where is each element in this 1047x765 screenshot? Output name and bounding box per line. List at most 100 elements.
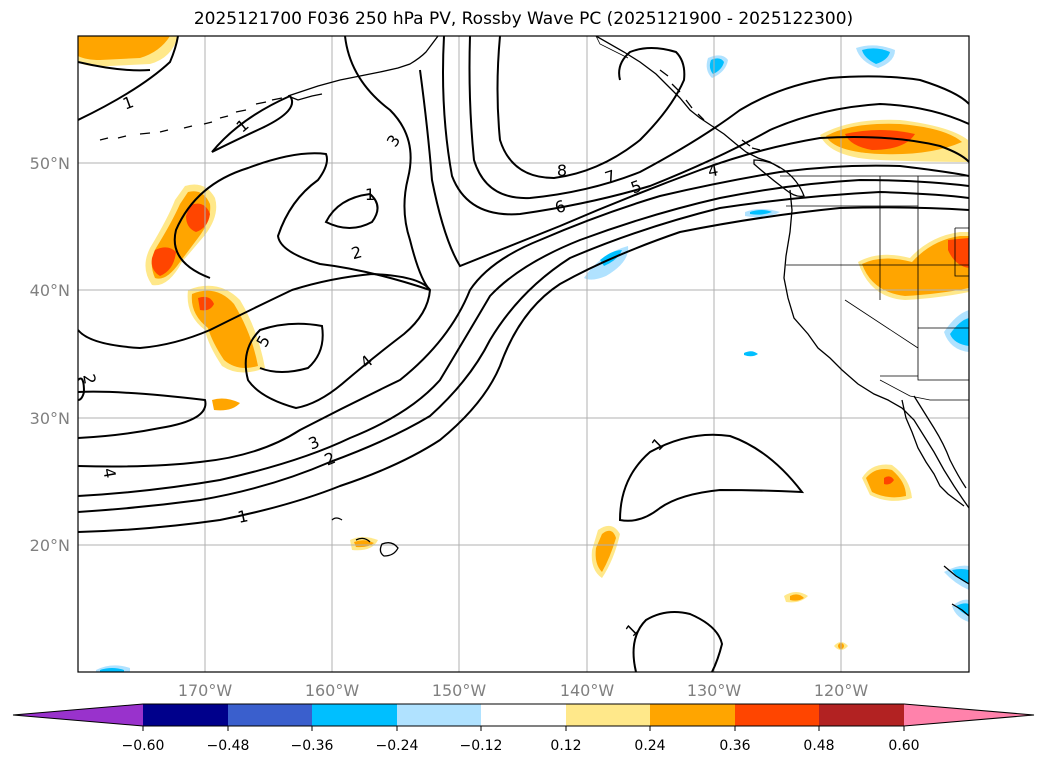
contour-small-1	[324, 192, 379, 229]
anomaly-pnw-core	[845, 130, 915, 150]
anomaly-neg-bc-core	[709, 58, 724, 74]
contour-jet-8	[496, 36, 686, 180]
contour-trough-2	[78, 272, 432, 410]
colorbar-swatch	[481, 704, 566, 726]
coastlines	[99, 36, 969, 617]
anomaly-neg-mexico-core	[952, 569, 969, 584]
graticule	[78, 36, 969, 672]
contour-label: 4	[706, 160, 719, 180]
contour-label: 2	[349, 242, 364, 263]
lat-label: 50°N	[30, 154, 70, 173]
anomaly-small-south	[212, 398, 240, 411]
contour-alaska-3	[173, 36, 431, 291]
colorbar-swatch	[819, 704, 904, 726]
state-borders	[786, 176, 969, 381]
contour-jet-7	[468, 36, 969, 200]
colorbar-ticks	[142, 726, 905, 731]
lon-label: 150°W	[432, 681, 487, 700]
contour-jet-2	[78, 190, 969, 513]
contour-aleutian-1	[211, 94, 293, 153]
baja-peninsula	[901, 399, 965, 507]
contour-west-edge	[78, 377, 86, 401]
alaska-peninsula	[287, 93, 323, 101]
anomaly-small-east-core	[790, 594, 804, 601]
colorbar-tick-label: 0.60	[888, 738, 919, 754]
colorbar-tick-label: 0.12	[550, 738, 581, 754]
hawaii-islands	[331, 517, 399, 557]
colorbar-tick-label: 0.36	[719, 738, 750, 754]
contour-jet-5	[419, 69, 969, 268]
contour-label: 1	[236, 506, 250, 527]
mexico-pacific-coast	[943, 565, 969, 617]
lon-label: 120°W	[814, 681, 869, 700]
pv-contours	[78, 36, 969, 672]
lon-label: 160°W	[305, 681, 360, 700]
vancouver-island	[753, 159, 805, 198]
colorbar-swatch	[904, 704, 1034, 726]
colorbar-swatch	[13, 704, 143, 726]
political-borders	[595, 36, 969, 401]
alaska-canada-border	[595, 36, 629, 59]
anomaly-great-basin-mid	[862, 236, 969, 296]
anomaly-neg-small	[744, 351, 758, 357]
lon-label: 130°W	[687, 681, 742, 700]
us-west-coast	[783, 189, 969, 509]
colorbar-tick-label: −0.60	[122, 738, 165, 754]
aleutian-islands	[99, 97, 283, 141]
anomaly-mid-pacific-core	[595, 530, 616, 572]
contour-label: 1	[365, 185, 375, 204]
contour-label: 4	[99, 466, 119, 479]
latitude-axis: 50°N 40°N 30°N 20°N	[30, 154, 70, 555]
colorbar-swatch	[143, 704, 228, 726]
anomaly-nw-corner-core	[78, 36, 170, 60]
colorbar: −0.60 −0.48 −0.36 −0.24 −0.12 0.12 0.24 …	[12, 703, 1035, 754]
map-frame	[77, 35, 970, 673]
colorbar-tick-label: −0.12	[460, 738, 503, 754]
lat-label: 40°N	[30, 281, 70, 300]
contour-nw-1	[78, 36, 179, 121]
colorbar-swatch	[312, 704, 397, 726]
contour-jet-1	[78, 206, 969, 533]
colorbar-tick-label: 0.24	[634, 738, 665, 754]
lat-label: 20°N	[30, 536, 70, 555]
contour-label: 8	[557, 161, 567, 180]
bc-islands	[659, 69, 761, 151]
gulf-of-california	[913, 395, 967, 489]
lon-label: 140°W	[560, 681, 615, 700]
anomaly-neg-colorado-core	[950, 318, 969, 346]
colorbar-tick-label: −0.36	[291, 738, 334, 754]
contour-label: 2	[79, 372, 99, 385]
colorbar-swatch	[566, 704, 650, 726]
lat-label: 30°N	[30, 409, 70, 428]
anomaly-baja-south-dot	[884, 476, 894, 485]
contour-jet-6	[442, 36, 969, 216]
contour-nw-edge	[78, 61, 151, 72]
anomaly-great-basin-core	[948, 238, 969, 268]
anomaly-dateline-north-core1	[186, 203, 210, 232]
anomaly-dateline-north-core2	[151, 247, 176, 276]
contour-south-1	[632, 611, 724, 672]
anomaly-neg-alberta-core	[862, 48, 890, 64]
lon-label: 170°W	[178, 681, 233, 700]
contour-jet-3	[78, 178, 969, 497]
anomaly-neg-offshore-core	[750, 210, 772, 215]
us-mexico-border	[879, 379, 969, 401]
colorbar-tick-label: 0.48	[803, 738, 834, 754]
contour-jet-4	[78, 164, 969, 468]
alaska-coast	[287, 36, 439, 97]
colorbar-tick-label: −0.24	[376, 738, 419, 754]
colorbar-swatch	[397, 704, 481, 726]
contour-subtropical-1	[618, 433, 805, 522]
panhandle-coast	[595, 36, 781, 169]
longitude-axis: 170°W 160°W 150°W 140°W 130°W 120°W	[178, 681, 869, 700]
anomaly-dateline-south-core	[198, 296, 214, 311]
colorbar-swatch	[735, 704, 819, 726]
anomaly-neg-bottom-core	[100, 668, 124, 672]
colorbar-swatch	[650, 704, 735, 726]
anomaly-dateline-south-mid	[191, 290, 258, 368]
colorbar-swatch	[228, 704, 312, 726]
contour-ridge-south	[78, 390, 207, 439]
colorbar-tick-label: −0.48	[207, 738, 250, 754]
map-title: 2025121700 F036 250 hPa PV, Rossby Wave …	[193, 9, 854, 29]
